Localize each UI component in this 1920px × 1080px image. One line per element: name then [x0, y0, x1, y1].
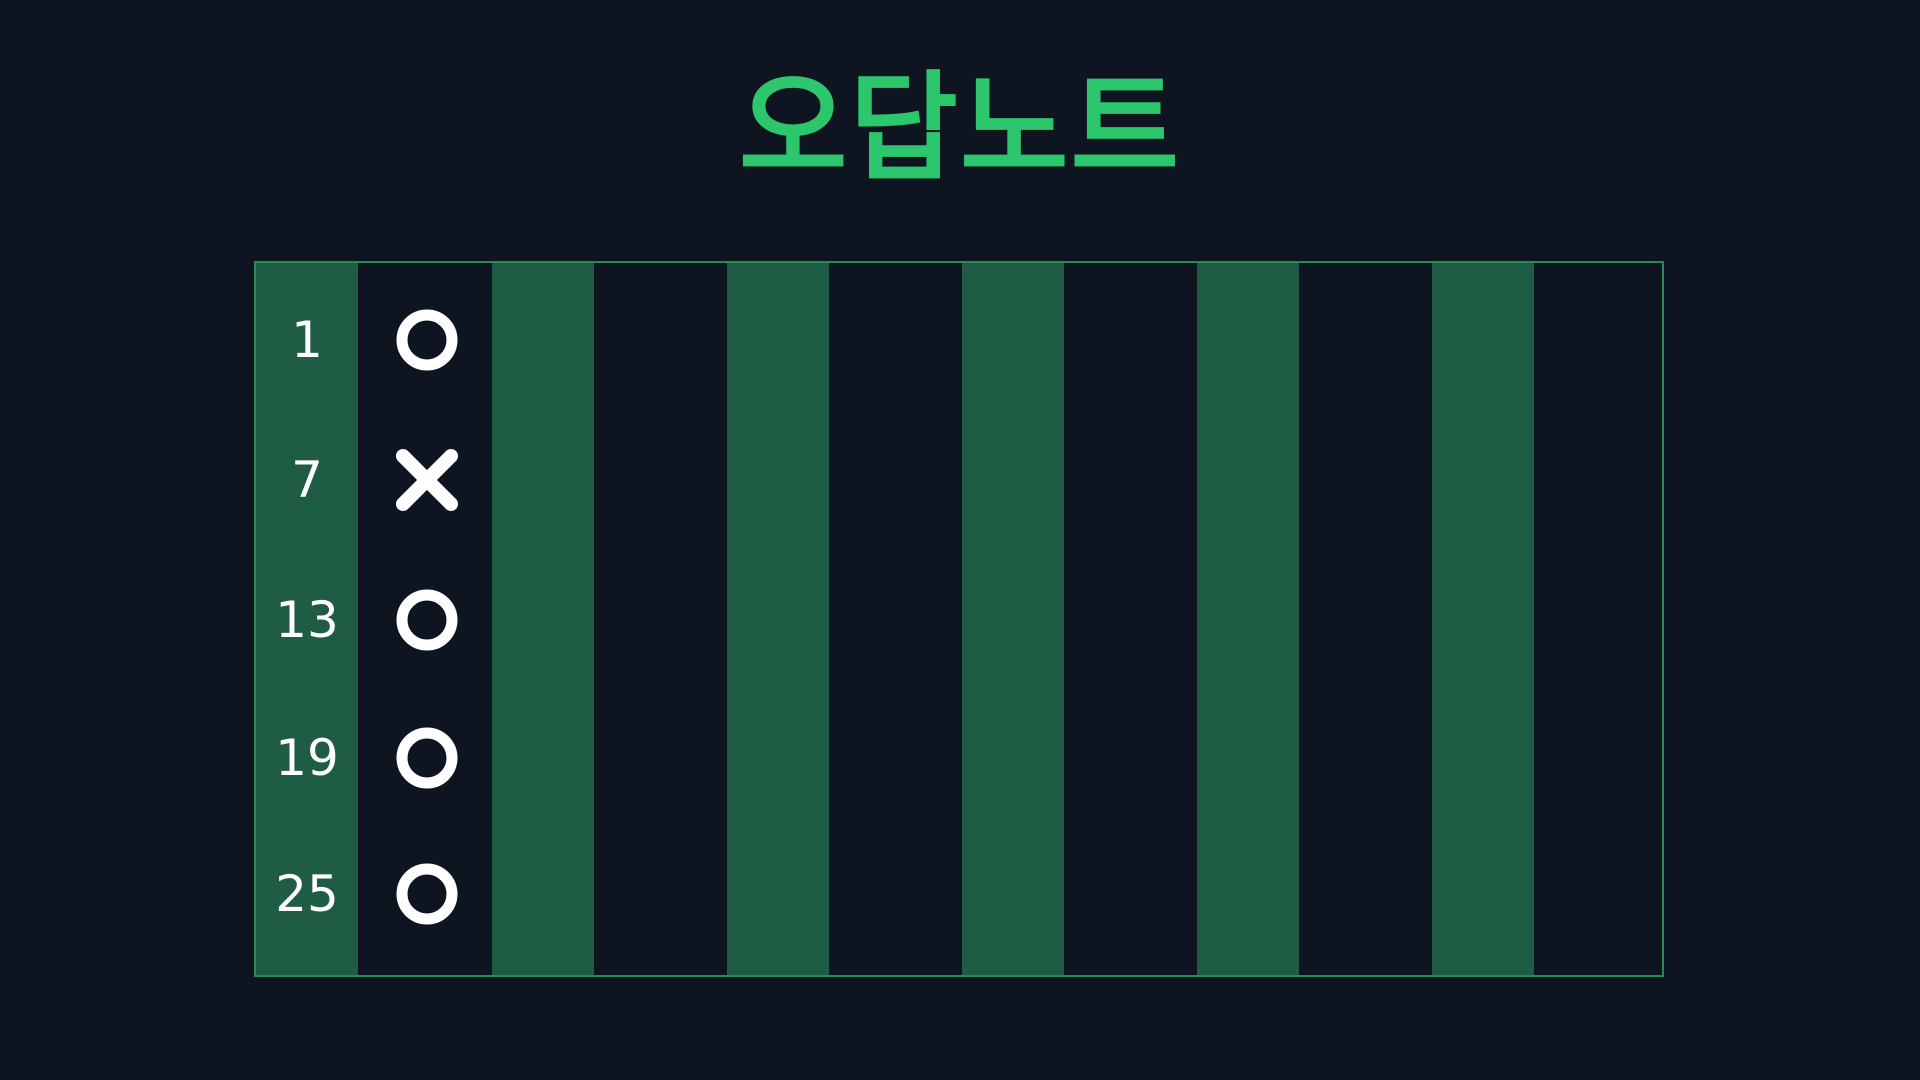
question-number: 13 — [275, 591, 339, 649]
page-title: 오답노트 — [738, 59, 1182, 197]
x-mark-icon — [392, 425, 462, 535]
question-number: 7 — [291, 451, 323, 509]
question-number: 19 — [275, 729, 339, 787]
column-stripe — [1432, 263, 1534, 975]
answer-row: 25 — [256, 839, 1662, 949]
answer-sheet-grid: 1 7 13 19 25 — [254, 261, 1664, 977]
column-stripe — [256, 263, 358, 975]
answer-row: 7 — [256, 425, 1662, 535]
column-stripe — [1197, 263, 1299, 975]
column-stripe — [492, 263, 594, 975]
column-stripe — [962, 263, 1064, 975]
question-number: 1 — [291, 311, 323, 369]
circle-o-icon — [392, 703, 462, 813]
circle-o-icon — [392, 285, 462, 395]
question-number: 25 — [275, 865, 339, 923]
answer-row: 1 — [256, 285, 1662, 395]
circle-o-icon — [392, 839, 462, 949]
column-stripe — [727, 263, 829, 975]
answer-row: 13 — [256, 565, 1662, 675]
circle-o-icon — [392, 565, 462, 675]
answer-row: 19 — [256, 703, 1662, 813]
